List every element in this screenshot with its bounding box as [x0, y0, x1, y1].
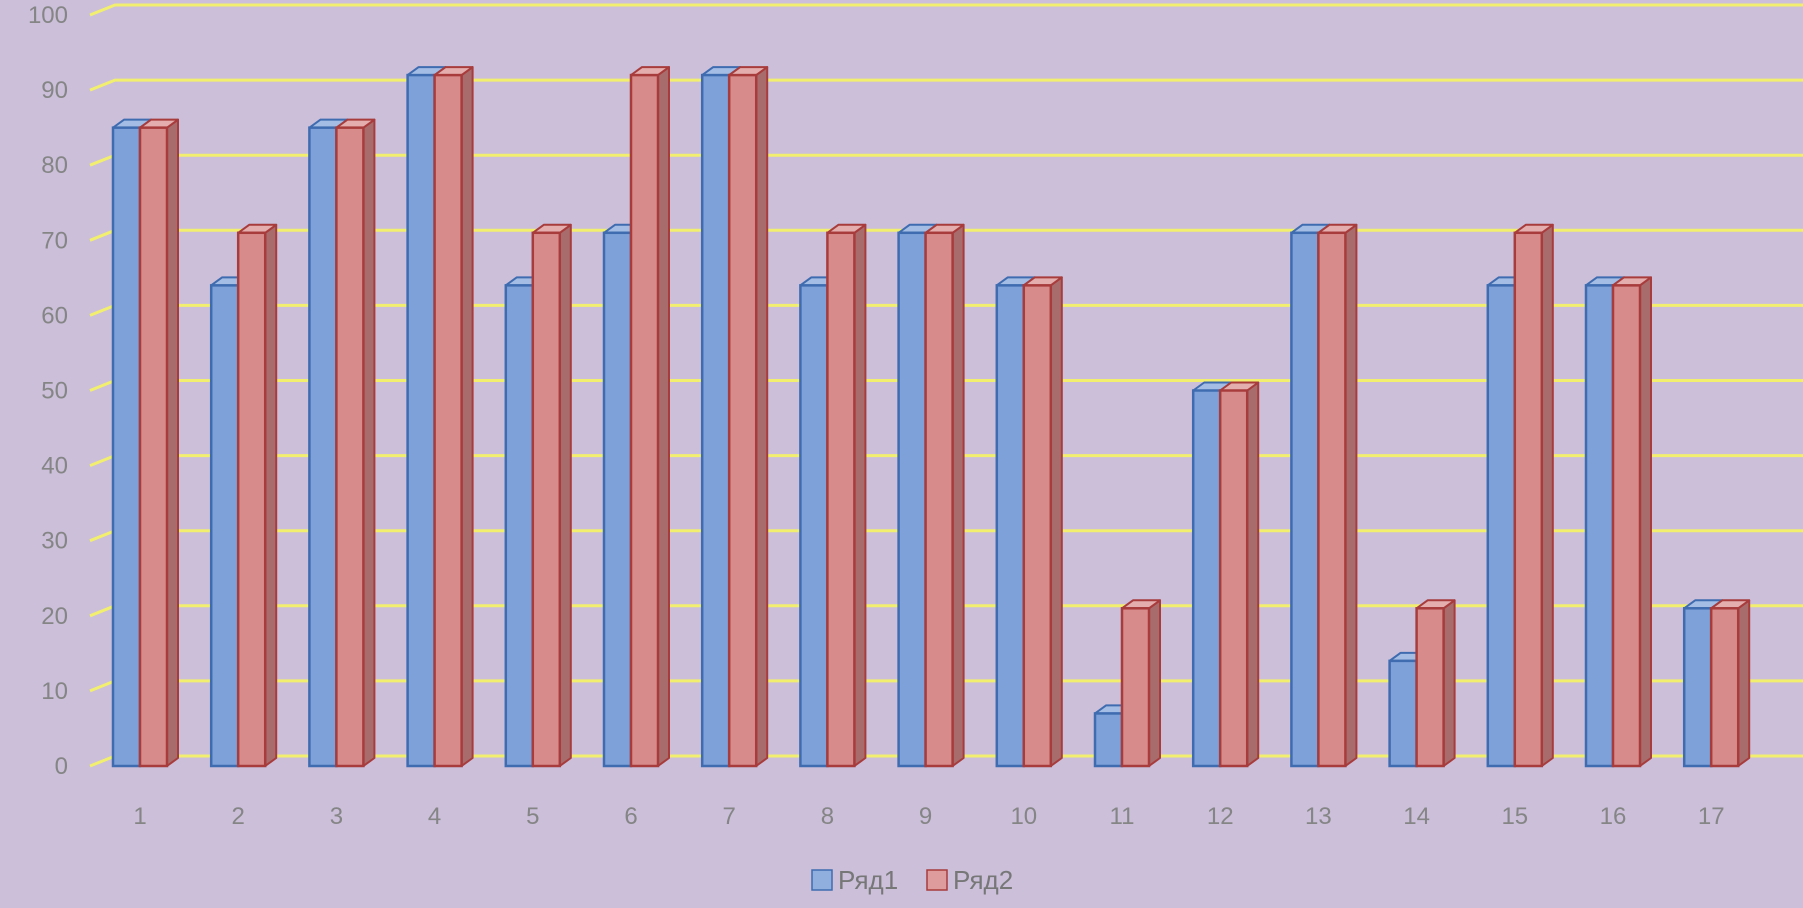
x-tick-label: 17 [1698, 803, 1725, 830]
bars [111, 66, 1751, 768]
bar-series2-cat9 [924, 223, 965, 768]
bar-series2-cat6 [629, 66, 670, 768]
gridline-100 [89, 3, 1803, 17]
x-tick-label: 13 [1305, 803, 1332, 830]
bar-series2-cat10 [1022, 276, 1063, 768]
x-tick-label: 2 [232, 803, 245, 830]
gridline-90 [89, 78, 1803, 92]
bar-series2-cat12 [1218, 381, 1260, 768]
x-tick-label: 3 [330, 803, 343, 830]
x-tick-label: 8 [821, 803, 834, 830]
y-tick-label: 100 [28, 2, 68, 29]
legend-swatch-series2 [926, 869, 948, 891]
bar-series2-cat8 [826, 223, 867, 768]
y-tick-label: 30 [41, 528, 68, 555]
x-tick-label: 10 [1010, 803, 1037, 830]
legend-label-series2: Ряд2 [953, 865, 1013, 895]
y-axis-ticks: 0 10 20 30 40 50 60 70 80 90 100 [28, 2, 68, 780]
y-tick-label: 60 [41, 302, 68, 329]
bar-series2-cat7 [727, 66, 769, 768]
bar-series2-cat5 [531, 223, 572, 768]
x-tick-label: 1 [133, 803, 146, 830]
y-tick-label: 50 [41, 378, 68, 405]
bar-series2-cat2 [236, 223, 278, 768]
bar-series2-cat14 [1415, 599, 1456, 768]
y-tick-label: 0 [55, 753, 68, 780]
y-tick-label: 90 [41, 77, 68, 104]
y-tick-label: 70 [41, 227, 68, 254]
x-tick-label: 4 [428, 803, 441, 830]
x-tick-label: 11 [1110, 803, 1135, 830]
bar-series2-cat17 [1709, 599, 1751, 768]
y-tick-label: 40 [41, 453, 68, 480]
legend-swatch-series1 [811, 869, 833, 891]
bar-series2-cat16 [1611, 276, 1652, 768]
x-axis-ticks: 1 2 3 4 5 6 7 8 9 10 11 12 13 14 15 16 17 [133, 803, 1724, 830]
x-tick-label: 9 [919, 803, 932, 830]
bar-series2-cat15 [1513, 223, 1554, 768]
x-tick-label: 5 [526, 803, 539, 830]
bar-series2-cat1 [138, 118, 179, 768]
bar-series2-cat13 [1317, 223, 1358, 768]
x-tick-label: 6 [624, 803, 637, 830]
y-tick-label: 10 [41, 678, 68, 705]
x-tick-label: 12 [1207, 803, 1234, 830]
bar-series2-cat3 [335, 118, 376, 768]
legend-label-series1: Ряд1 [838, 865, 898, 895]
bar-series2-cat4 [433, 66, 474, 768]
bar-series2-cat11 [1120, 599, 1161, 768]
y-tick-label: 80 [41, 152, 68, 179]
x-tick-label: 14 [1403, 803, 1430, 830]
x-tick-label: 15 [1501, 803, 1528, 830]
legend: Ряд1 Ряд2 [811, 865, 1013, 895]
x-tick-label: 7 [723, 803, 736, 830]
y-tick-label: 20 [41, 603, 68, 630]
x-tick-label: 16 [1600, 803, 1627, 830]
